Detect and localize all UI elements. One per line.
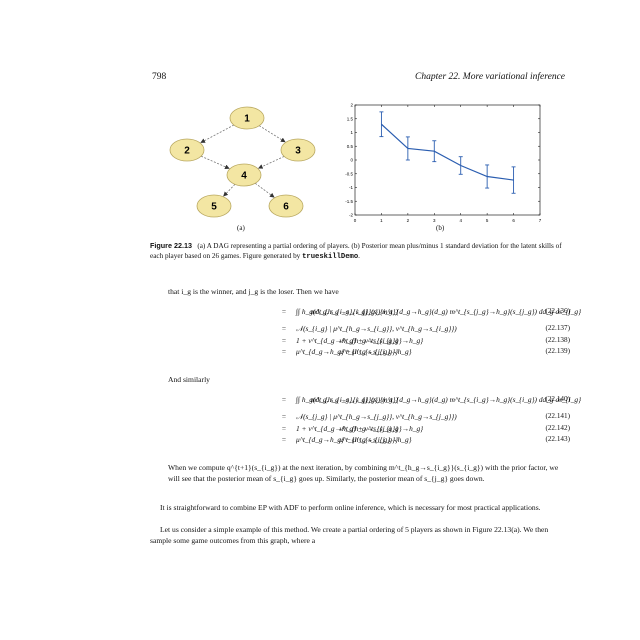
dag-node-label: 5 (211, 202, 217, 213)
caption-text-2: . (358, 252, 360, 260)
equation-rhs: 𝒩(s_{j_g} | μ^t_{h_g→s_{j_g}}, v^t_{h_g→… (296, 412, 457, 421)
x-tick-label: 5 (486, 218, 489, 223)
error-bar-6 (511, 166, 516, 194)
y-tick-label: -0.5 (345, 171, 353, 176)
equation-operator: = (281, 435, 287, 444)
equation-operator: = (281, 324, 287, 333)
equation-row: = 𝒩(s_{j_g} | μ^t_{h_g→s_{j_g}}, v^t_{h_g… (160, 412, 570, 424)
y-tick-label: -1.5 (345, 199, 353, 204)
equation-number: (22.138) (545, 335, 570, 344)
equation-lhs: m^t_{h_g→s_{j_g}}(s_{j_g}) (310, 395, 398, 404)
dag-edge-3-4 (258, 156, 285, 169)
equation-operator: = (281, 395, 287, 404)
equation-lhs: μ^t_{h_g→s_{i_g}} (339, 347, 398, 356)
equation-lhs: v^t_{h_g→s_{i_g}} (339, 335, 398, 345)
equation-number: (22.139) (545, 347, 570, 355)
plot-frame (354, 104, 541, 216)
intro-text: that i_g is the winner, and j_g is the l… (168, 287, 339, 296)
equation-row: = 𝒩(s_{i_g} | μ^t_{h_g→s_{i_g}}, v^t_{h_g… (160, 324, 570, 336)
dag-sublabel: (a) (237, 224, 245, 232)
equation-number: (22.143) (545, 435, 570, 443)
equation-rhs: μ^t_{d_g→h_g} − μ^t_{s_{i_g}→h_g} (296, 435, 412, 444)
equation-number: (22.141) (545, 412, 570, 420)
equation-rhs: μ^t_{d_g→h_g} + μ^t_{s_{j_g}→h_g} (296, 347, 412, 356)
dag-node-2: 2 (169, 138, 205, 162)
equation-row: μ^t_{h_g→s_{i_g}} = μ^t_{d_g→h_g} + μ^t_{s… (160, 347, 570, 359)
dag-edge-2-4 (200, 155, 230, 170)
equation-lhs: μ^t_{h_g→s_{j_g}} (339, 435, 398, 444)
dag-node-label: 2 (184, 146, 190, 157)
x-tick-label: 2 (407, 218, 410, 223)
equation-lhs: v^t_{h_g→s_{j_g}} (339, 423, 398, 433)
dag-edge-1-2 (200, 124, 235, 143)
equation-rhs: ∫∫ h_g(d_g, s_{i_g}, s_{j_g}) m^t_{d_g→h… (296, 307, 582, 316)
chapter-title: Chapter 22. More variational inference (415, 72, 565, 82)
error-bar-1 (379, 111, 384, 138)
equation-row: μ^t_{h_g→s_{j_g}} = μ^t_{d_g→h_g} − μ^t_{s… (160, 435, 570, 447)
dag-node-5: 5 (196, 194, 232, 218)
equation-operator: = (281, 335, 287, 345)
caption-code: trueskillDemo (302, 253, 359, 261)
equation-operator: = (281, 347, 287, 356)
equation-rhs: 1 + v^t_{d_g→h_g} + v^t_{s_{j_g}→h_g} (296, 335, 424, 345)
y-tick-label: 1 (350, 130, 353, 135)
dag-edge-1-3 (258, 125, 286, 143)
equation-operator: = (281, 412, 287, 421)
equation-operator: = (281, 307, 287, 316)
error-bar-5 (485, 164, 490, 189)
and-similarly-text: And similarly (168, 375, 210, 384)
adf-paragraph: It is straightforward to combine EP with… (160, 503, 541, 512)
error-bar-3 (432, 140, 437, 163)
equation-number: (22.137) (545, 324, 570, 332)
equation-operator: = (281, 423, 287, 433)
figure-caption: Figure 22.13 (a) A DAG representing a pa… (150, 241, 565, 262)
x-tick-label: 0 (354, 218, 357, 223)
equation-row: m^t_{h_g→s_{i_g}}(s_{i_g}) = ∫∫ h_g(d_g, s… (160, 307, 581, 319)
page-number: 798 (152, 72, 167, 82)
y-tick-label: 2 (350, 103, 353, 108)
y-tick-label: 1.5 (347, 116, 354, 121)
plot-sublabel: (b) (436, 224, 445, 232)
dag-node-3: 3 (280, 138, 316, 162)
x-tick-label: 1 (380, 218, 383, 223)
dag-figure: 1 2 3 4 5 6 (169, 106, 316, 218)
dag-edge-4-5 (223, 184, 236, 197)
caption-text-1: (a) A DAG representing a partial orderin… (150, 242, 562, 260)
equation-number: (22.136) (545, 307, 570, 315)
x-tick-label: 4 (459, 218, 462, 223)
skill-plot: 0 1 2 3 4 5 6 7 2 1.5 1 0.5 0 -0.5 -1 -1.5 -2 (345, 103, 542, 224)
dag-node-label: 1 (244, 114, 250, 125)
error-bar-2 (405, 136, 410, 161)
y-tick-label: -2 (349, 213, 353, 218)
y-tick-label: -1 (349, 185, 353, 190)
dag-node-label: 3 (295, 146, 301, 157)
x-tick-label: 3 (433, 218, 436, 223)
equation-row: v^t_{h_g→s_{j_g}} = 1 + v^t_{d_g→h_g} + v^… (160, 424, 570, 436)
equation-rhs: 1 + v^t_{d_g→h_g} + v^t_{s_{i_g}→h_g} (296, 423, 424, 433)
y-tick-label: 0.5 (347, 144, 354, 149)
equation-rhs: ∫∫ h_g(d_g, s_{i_g}, s_{j_g}) m^t_{d_g→h… (296, 395, 582, 404)
equation-rhs: 𝒩(s_{i_g} | μ^t_{h_g→s_{i_g}}, v^t_{h_g→… (296, 324, 457, 333)
dag-node-1: 1 (229, 106, 265, 130)
equation-number: (22.142) (545, 423, 570, 432)
series-line (381, 123, 514, 181)
figure-label: Figure 22.13 (150, 241, 192, 250)
equation-row: m^t_{h_g→s_{j_g}}(s_{j_g}) = ∫∫ h_g(d_g, s… (160, 395, 581, 407)
equation-row: v^t_{h_g→s_{i_g}} = 1 + v^t_{d_g→h_g} + v^… (160, 336, 570, 348)
equation-lhs: m^t_{h_g→s_{i_g}}(s_{i_g}) (310, 307, 398, 316)
dag-node-label: 4 (241, 171, 247, 182)
dag-node-6: 6 (268, 194, 304, 218)
y-tick-label: 0 (350, 158, 353, 163)
x-tick-label: 7 (539, 218, 542, 223)
dag-node-4: 4 (226, 163, 262, 187)
equation-number: (22.140) (545, 395, 570, 403)
dag-node-label: 6 (283, 202, 289, 213)
example-paragraph: Let us consider a simple example of this… (150, 525, 549, 545)
compute-paragraph: When we compute q^{t+1}(s_{i_g}) at the … (168, 463, 559, 483)
x-tick-label: 6 (512, 218, 515, 223)
error-bar-4 (458, 156, 463, 175)
dag-edge-4-6 (254, 182, 275, 198)
